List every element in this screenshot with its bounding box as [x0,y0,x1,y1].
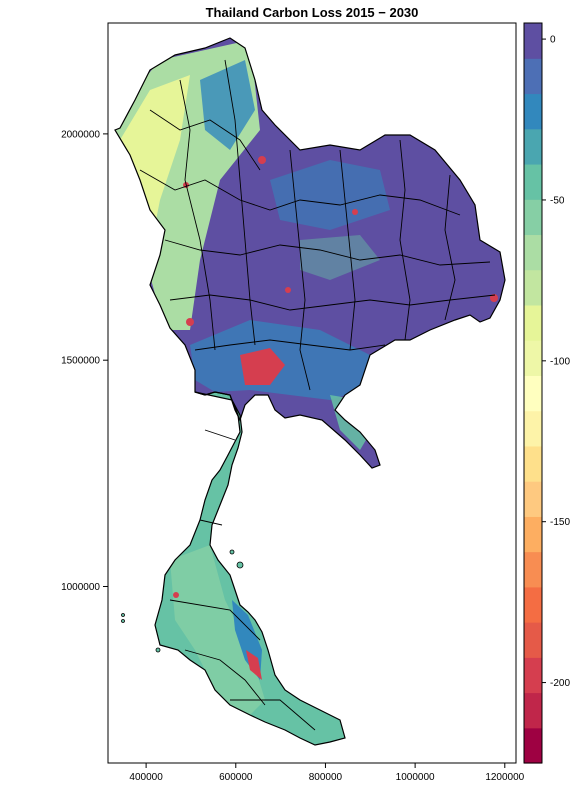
map-title: Thailand Carbon Loss 2015 − 2030 [205,5,419,20]
loss-spot [285,287,291,293]
legend-swatch [524,657,542,694]
legend-swatch [524,163,542,200]
island [121,619,125,623]
legend-swatch [524,23,542,59]
legend-tick-label: 0 [550,35,556,46]
x-axis: 400000 600000 800000 1000000 1200000 [129,763,525,783]
legend-swatch [524,481,542,517]
loss-spot [227,722,233,728]
x-tick-label: 1200000 [485,772,524,783]
legend-swatch [524,234,542,271]
northeast-green-patch [300,235,380,280]
legend-swatch [524,128,542,165]
x-tick-label: 400000 [129,772,163,783]
color-legend: 0 -50 -100 -150 -200 [523,22,570,764]
loss-spot [352,209,358,215]
islands [121,549,244,653]
north-light-zone [120,75,190,250]
legend-swatch [524,269,542,306]
legend-swatch [524,445,542,482]
legend-tick-label: -100 [550,356,570,367]
province-boundaries [139,59,496,731]
plot-frame [107,22,517,764]
island [236,561,244,569]
island [121,613,125,617]
y-tick-label: 2000000 [61,129,100,140]
x-tick-label: 1000000 [396,772,435,783]
y-tick-label: 1500000 [61,356,100,367]
legend-tick-label: -50 [550,195,565,206]
legend-swatch [524,551,542,588]
legend-swatch [524,375,542,412]
legend-swatch [524,692,542,729]
legend-tick-label: -200 [550,678,570,689]
legend-tick-label: -150 [550,517,570,528]
y-axis: 2000000 1500000 1000000 [61,129,108,593]
legend-swatch [524,340,542,376]
legend-swatch [524,622,542,658]
legend-swatch [524,93,542,130]
island [229,549,235,555]
legend-swatch [524,727,542,764]
south-loss-hotspot [246,650,262,680]
loss-spot [173,592,179,598]
legend-swatch [524,58,542,95]
legend-frame [523,22,543,764]
island [155,647,161,653]
legend-swatch [524,199,542,236]
loss-spot [258,156,266,164]
legend-swatch [524,586,542,623]
legend-swatch [524,410,542,447]
loss-spot [490,294,498,302]
legend-swatch [524,304,542,341]
x-tick-label: 600000 [219,772,253,783]
south-light-green [170,545,265,720]
north-blue-patch [200,60,255,150]
northeast-blue-patch [270,160,390,230]
legend-swatch [524,516,542,553]
x-tick-label: 800000 [309,772,343,783]
y-tick-label: 1000000 [61,582,100,593]
loss-spot [186,318,194,326]
bangkok-loss-hotspot [240,348,285,385]
country-outline [114,37,506,746]
